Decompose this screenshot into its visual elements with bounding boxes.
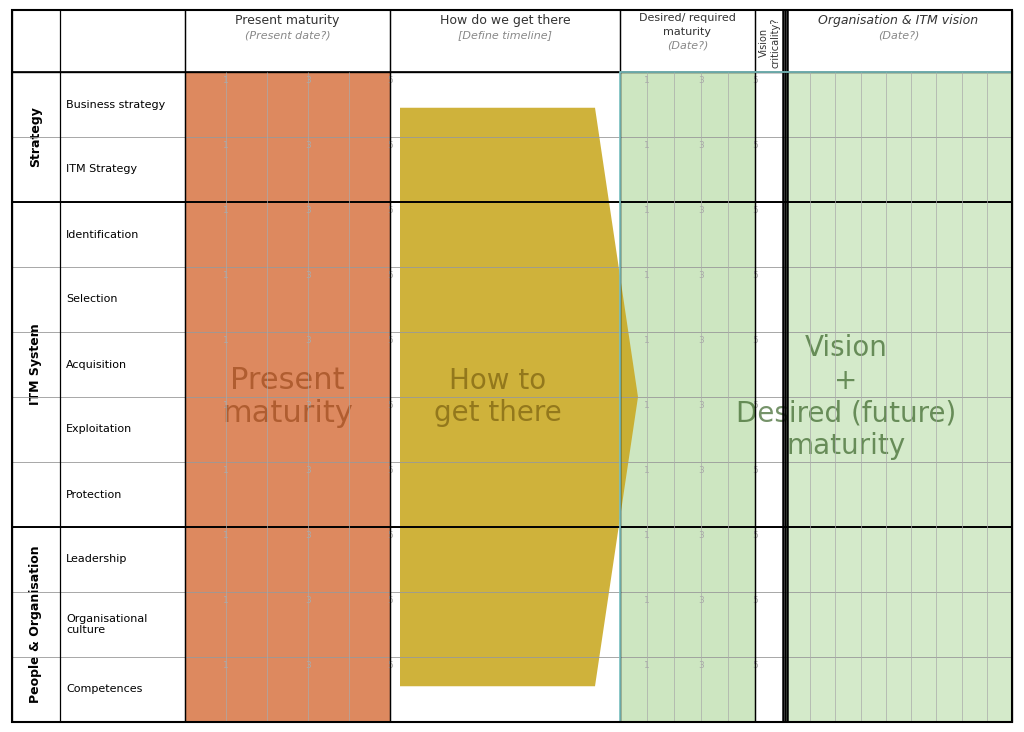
Text: 5: 5 [752,401,758,410]
Text: Vision
criticality?: Vision criticality? [759,18,780,68]
Text: 1: 1 [644,401,650,410]
Text: 1: 1 [644,206,650,215]
Text: 3: 3 [305,141,311,150]
Text: 3: 3 [698,401,703,410]
Text: 1: 1 [223,76,229,85]
Text: 3: 3 [698,141,703,150]
Text: People & Organisation: People & Organisation [30,545,43,703]
Text: (Date?): (Date?) [667,41,709,51]
Text: 5: 5 [387,401,393,410]
Text: 1: 1 [223,271,229,280]
Text: 3: 3 [305,271,311,280]
Polygon shape [400,108,638,687]
Text: (Present date?): (Present date?) [245,30,331,40]
Text: 1: 1 [644,661,650,670]
Text: 5: 5 [752,466,758,475]
Text: 5: 5 [387,76,393,85]
Text: 1: 1 [644,76,650,85]
Text: Selection: Selection [66,294,118,305]
Text: 5: 5 [752,76,758,85]
Text: Business strategy: Business strategy [66,100,165,110]
Bar [620,72,755,722]
Text: Desired/ required: Desired/ required [639,13,736,23]
Text: (Date?): (Date?) [878,30,920,40]
Text: maturity: maturity [664,27,712,37]
Text: Leadership: Leadership [66,555,127,564]
Text: 1: 1 [223,206,229,215]
Text: 3: 3 [305,401,311,410]
Text: Vision
+
Desired (future)
maturity: Vision + Desired (future) maturity [736,335,956,460]
Text: 5: 5 [752,141,758,150]
Text: 1: 1 [644,466,650,475]
Text: 3: 3 [698,336,703,345]
Text: 5: 5 [387,336,393,345]
Text: 1: 1 [223,401,229,410]
Text: Exploitation: Exploitation [66,425,132,435]
Text: 1: 1 [644,141,650,150]
Bar [785,72,1012,722]
Text: 3: 3 [305,466,311,475]
Text: 5: 5 [752,661,758,670]
Text: 5: 5 [752,206,758,215]
Text: 1: 1 [644,596,650,605]
Text: 5: 5 [387,661,393,670]
Text: 3: 3 [305,661,311,670]
Text: 3: 3 [698,466,703,475]
Text: 5: 5 [387,531,393,540]
Text: 3: 3 [305,531,311,540]
Text: 5: 5 [387,466,393,475]
Text: 1: 1 [223,466,229,475]
Text: 3: 3 [698,596,703,605]
Text: 1: 1 [644,271,650,280]
Text: Competences: Competences [66,684,142,695]
Text: Acquisition: Acquisition [66,359,127,370]
Text: 5: 5 [752,336,758,345]
Text: Protection: Protection [66,490,123,499]
Text: 5: 5 [387,596,393,605]
Text: 1: 1 [223,531,229,540]
Text: 1: 1 [223,141,229,150]
Text: 5: 5 [752,596,758,605]
Text: 3: 3 [698,206,703,215]
Text: 5: 5 [387,271,393,280]
Text: 3: 3 [305,76,311,85]
Text: 1: 1 [223,596,229,605]
Text: 3: 3 [698,531,703,540]
Text: 1: 1 [223,661,229,670]
Text: How to
get there: How to get there [433,367,561,427]
Text: 3: 3 [305,336,311,345]
Text: 1: 1 [644,531,650,540]
Text: ITM System: ITM System [30,324,43,406]
Text: 5: 5 [752,531,758,540]
Text: 5: 5 [752,271,758,280]
Bar [620,72,1012,722]
Text: Strategy: Strategy [30,107,43,168]
Text: 3: 3 [698,661,703,670]
Text: Present maturity: Present maturity [236,14,340,27]
Text: 3: 3 [698,271,703,280]
Text: 3: 3 [698,76,703,85]
Text: Organisation & ITM vision: Organisation & ITM vision [818,14,979,27]
Text: Present
maturity: Present maturity [222,366,353,428]
Bar [185,72,390,722]
Text: 3: 3 [305,596,311,605]
Text: Identification: Identification [66,230,139,239]
Text: 3: 3 [305,206,311,215]
Text: 5: 5 [387,206,393,215]
Text: 5: 5 [387,141,393,150]
Text: Organisational
culture: Organisational culture [66,613,147,635]
Text: ITM Strategy: ITM Strategy [66,165,137,174]
Text: 1: 1 [223,336,229,345]
Text: [Define timeline]: [Define timeline] [458,30,552,40]
Text: How do we get there: How do we get there [439,14,570,27]
Text: 1: 1 [644,336,650,345]
